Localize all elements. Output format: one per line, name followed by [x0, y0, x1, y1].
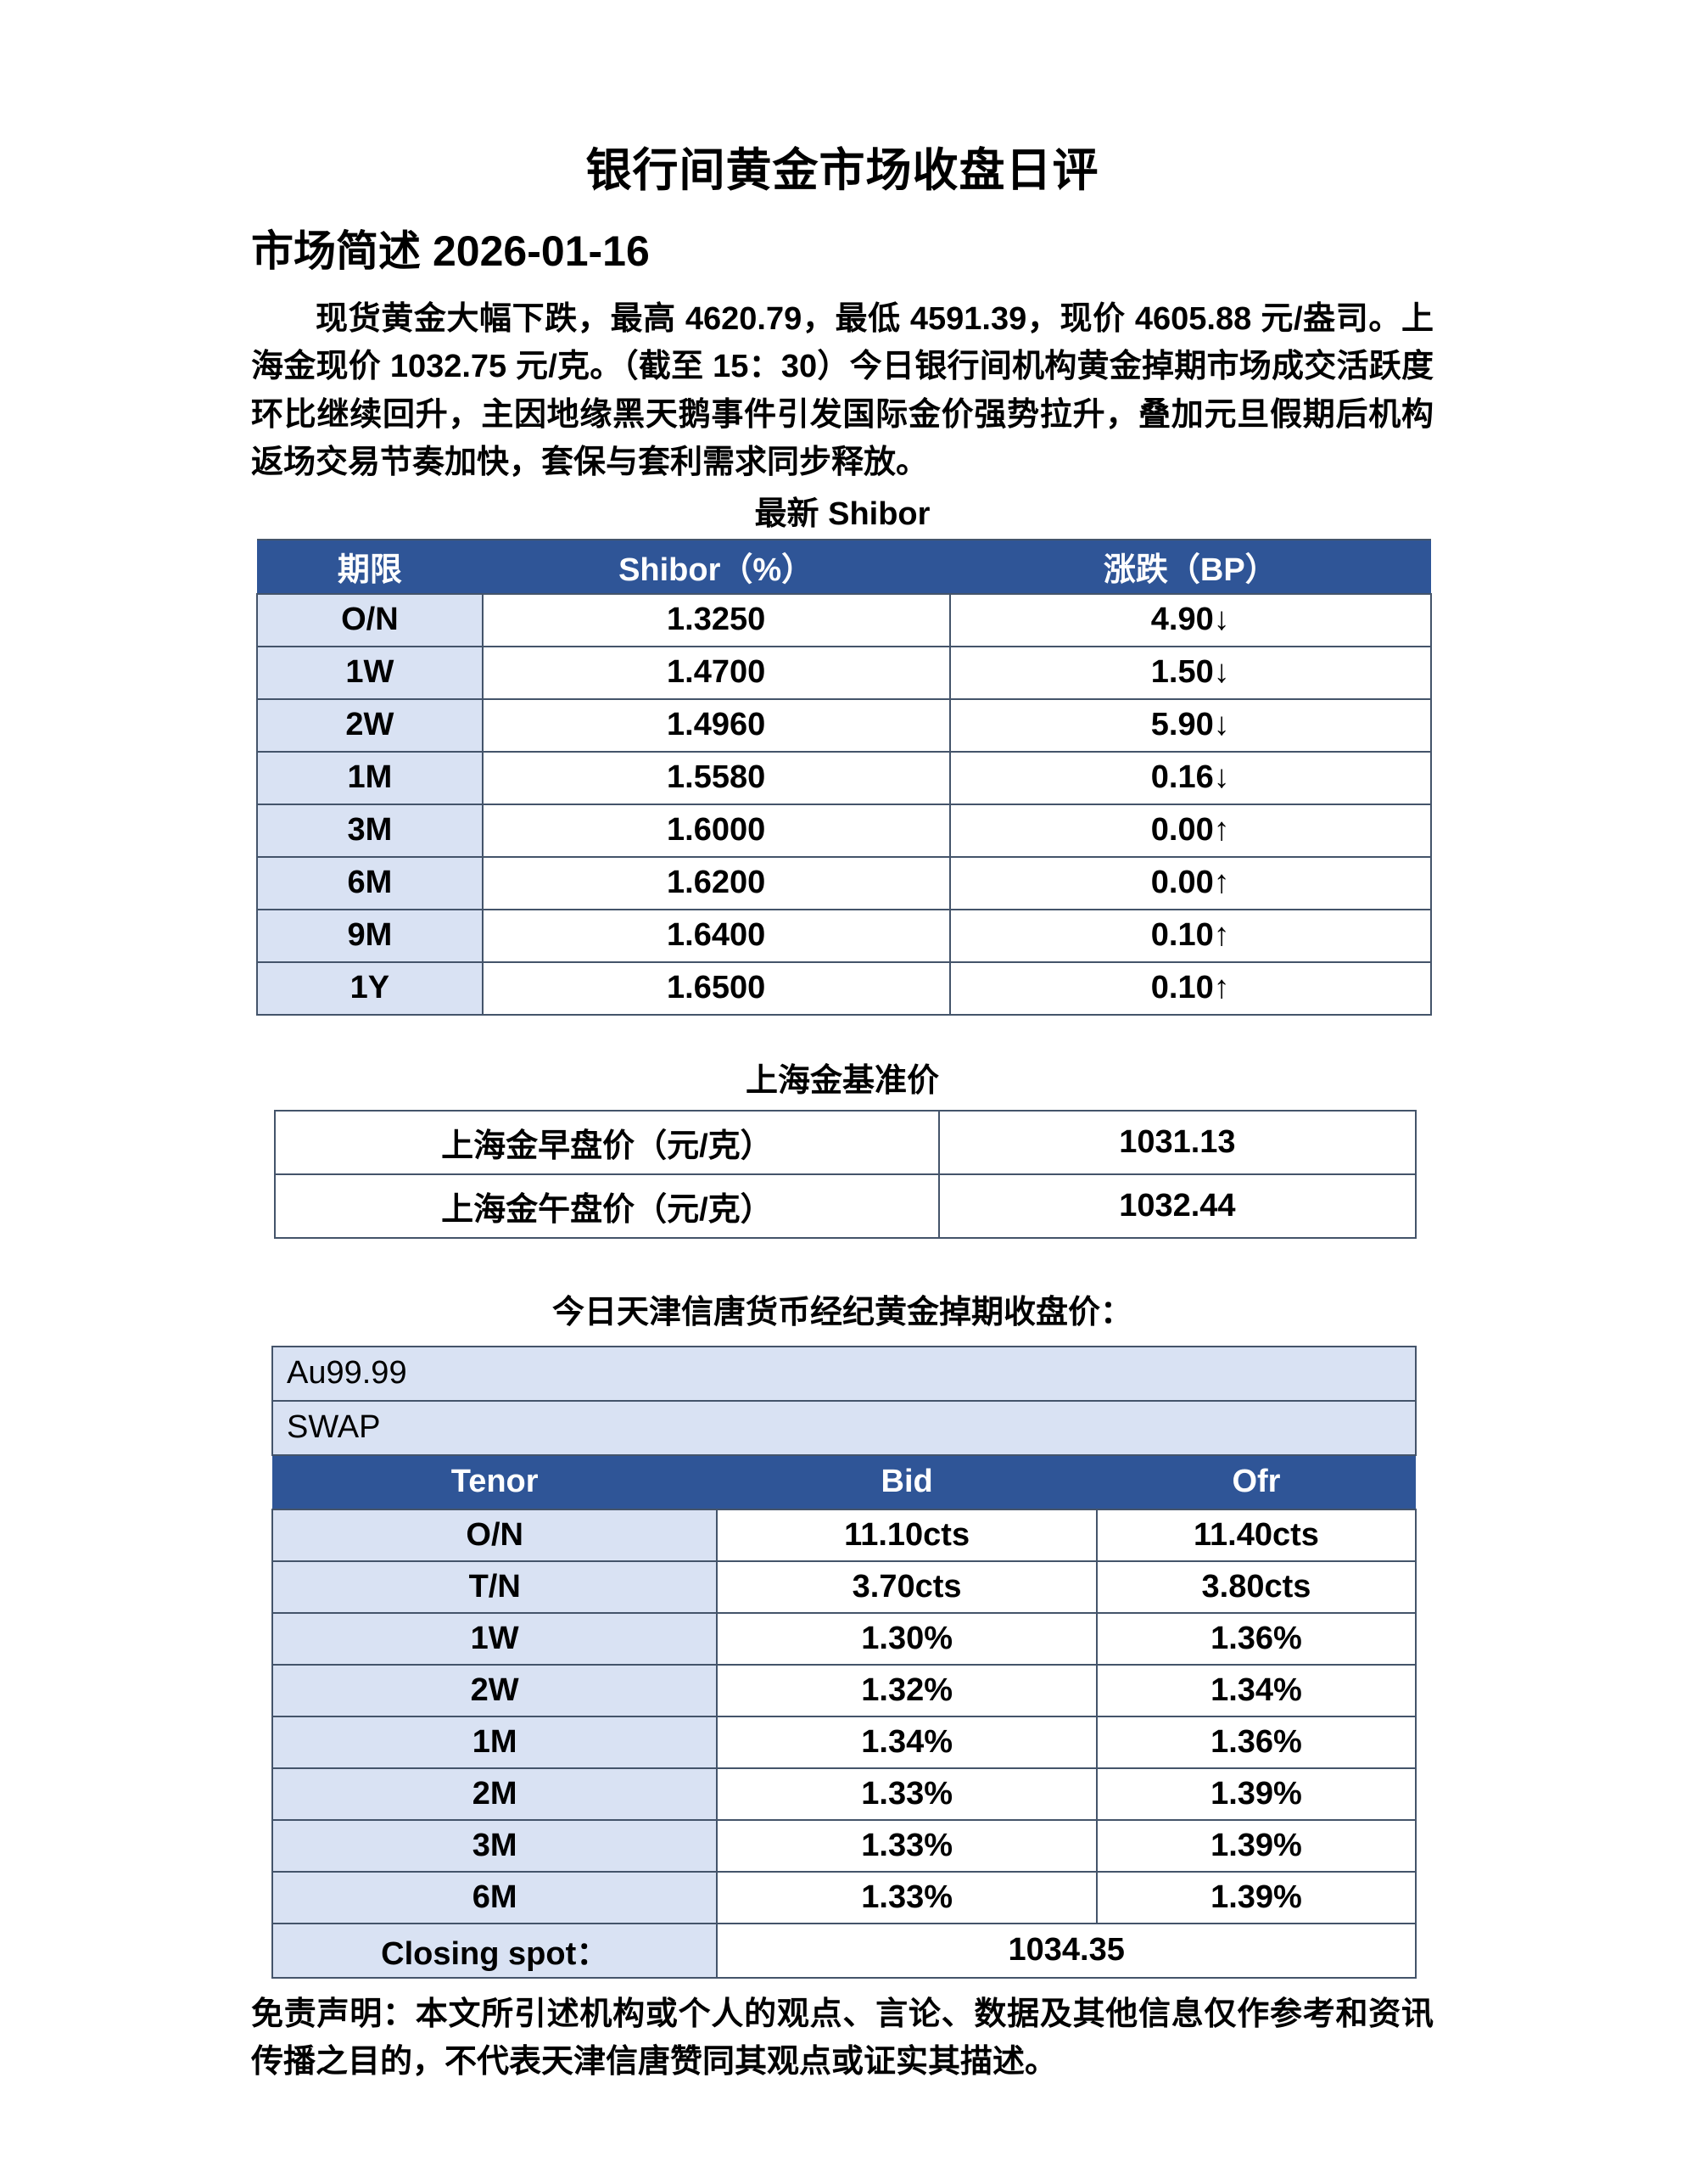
swap-row: 2M 1.33% 1.39%: [271, 1767, 1417, 1821]
shibor-row: 3M 1.6000 0.00↑: [256, 803, 1433, 858]
swap-bid-cell: 3.70cts: [716, 1560, 1098, 1614]
shibor-col-tenor: 期限: [257, 538, 483, 595]
section-date: 2026-01-16: [433, 227, 650, 276]
swap-tenor-cell: O/N: [271, 1508, 718, 1562]
shibor-rate-cell: 1.3250: [481, 592, 951, 647]
disclaimer-text: 免责声明：本文所引述机构或个人的观点、言论、数据及其他信息仅作参考和资讯传播之目…: [251, 1996, 1434, 2080]
swap-row: O/N 11.10cts 11.40cts: [271, 1508, 1417, 1562]
shibor-row: 9M 1.6400 0.10↑: [256, 908, 1433, 963]
shibor-change-cell: 1.50↓: [948, 645, 1433, 700]
swap-ofr-cell: 1.36%: [1095, 1611, 1417, 1666]
swap-bid-cell: 11.10cts: [716, 1508, 1098, 1562]
market-summary-paragraph: 现货黄金大幅下跌，最高 4620.79，最低 4591.39，现价 4605.8…: [251, 301, 1434, 480]
shanghai-gold-row: 上海金午盘价（元/克） 1032.44: [274, 1173, 1417, 1240]
shibor-rate-cell: 1.5580: [481, 750, 951, 805]
swap-row: 3M 1.33% 1.39%: [271, 1818, 1417, 1873]
shibor-change-cell: 0.00↑: [948, 855, 1433, 910]
swap-col-ofr: Ofr: [1096, 1453, 1416, 1510]
shanghai-gold-label-cell: 上海金午盘价（元/克）: [274, 1173, 940, 1240]
shibor-header-row: 期限 Shibor（%） 涨跌（BP）: [257, 538, 1431, 595]
shibor-tenor-cell: 6M: [256, 855, 484, 910]
section-title: 市场简述: [251, 227, 421, 276]
swap-row: T/N 3.70cts 3.80cts: [271, 1560, 1417, 1614]
page-title: 银行间黄金市场收盘日评: [585, 145, 1099, 196]
shibor-tenor-cell: 1W: [256, 645, 484, 700]
swap-bid-cell: 1.32%: [716, 1663, 1098, 1717]
swap-row: 1W 1.30% 1.36%: [271, 1611, 1417, 1666]
swap-bid-cell: 1.33%: [716, 1767, 1098, 1821]
shibor-row: 1W 1.4700 1.50↓: [256, 645, 1433, 700]
shibor-rate-cell: 1.6500: [481, 960, 951, 1016]
swap-col-tenor: Tenor: [272, 1453, 718, 1510]
swap-row: 1M 1.34% 1.36%: [271, 1715, 1417, 1769]
shibor-tenor-cell: 1M: [256, 750, 484, 805]
swap-tenor-cell: 3M: [271, 1818, 718, 1873]
swap-bid-cell: 1.33%: [716, 1818, 1098, 1873]
section-heading: 市场简述 2026-01-16: [251, 226, 1434, 277]
shibor-change-cell: 5.90↓: [948, 697, 1433, 753]
swap-closing-label-cell: Closing spot：: [271, 1922, 718, 1979]
shibor-rate-cell: 1.6000: [481, 803, 951, 858]
shibor-row: 6M 1.6200 0.00↑: [256, 855, 1433, 910]
shibor-row: 2W 1.4960 5.90↓: [256, 697, 1433, 753]
swap-tenor-cell: 6M: [271, 1870, 718, 1924]
swap-type-row: SWAP: [271, 1399, 1417, 1456]
swap-ofr-cell: 1.36%: [1095, 1715, 1417, 1769]
swap-product-label: Au99.99: [271, 1345, 1417, 1402]
swap-tenor-cell: 1M: [271, 1715, 718, 1769]
shibor-row: 1Y 1.6500 0.10↑: [256, 960, 1433, 1016]
shibor-change-cell: 0.00↑: [948, 803, 1433, 858]
shibor-rate-cell: 1.6200: [481, 855, 951, 910]
shanghai-gold-row: 上海金早盘价（元/克） 1031.13: [274, 1110, 1417, 1176]
swap-tenor-cell: 2W: [271, 1663, 718, 1717]
swap-ofr-cell: 3.80cts: [1095, 1560, 1417, 1614]
swap-tenor-cell: 1W: [271, 1611, 718, 1666]
shanghai-gold-value-cell: 1032.44: [937, 1173, 1417, 1240]
shibor-rate-cell: 1.6400: [481, 908, 951, 963]
shanghai-gold-label-cell: 上海金早盘价（元/克）: [274, 1110, 940, 1176]
shibor-row: 1M 1.5580 0.16↓: [256, 750, 1433, 805]
swap-product-row: Au99.99: [271, 1345, 1417, 1402]
shibor-tenor-cell: O/N: [256, 592, 484, 647]
shibor-table: 期限 Shibor（%） 涨跌（BP） O/N 1.3250 4.90↓ 1W …: [256, 538, 1433, 1016]
swap-bid-cell: 1.33%: [716, 1870, 1098, 1924]
swap-closing-row: Closing spot： 1034.35: [271, 1922, 1417, 1979]
shibor-tenor-cell: 1Y: [256, 960, 484, 1016]
swap-col-bid: Bid: [717, 1453, 1097, 1510]
shibor-change-cell: 0.16↓: [948, 750, 1433, 805]
shibor-tenor-cell: 3M: [256, 803, 484, 858]
shibor-change-cell: 4.90↓: [948, 592, 1433, 647]
shibor-row: O/N 1.3250 4.90↓: [256, 592, 1433, 647]
shibor-rate-cell: 1.4960: [481, 697, 951, 753]
swap-ofr-cell: 1.39%: [1095, 1870, 1417, 1924]
swap-ofr-cell: 1.34%: [1095, 1663, 1417, 1717]
swap-tenor-cell: T/N: [271, 1560, 718, 1614]
swap-row: 2W 1.32% 1.34%: [271, 1663, 1417, 1717]
swap-header-row: Tenor Bid Ofr: [272, 1453, 1416, 1510]
swap-ofr-cell: 1.39%: [1095, 1767, 1417, 1821]
shanghai-gold-table: 上海金早盘价（元/克） 1031.13 上海金午盘价（元/克） 1032.44: [274, 1110, 1417, 1240]
swap-closing-value-cell: 1034.35: [716, 1922, 1417, 1979]
shibor-change-cell: 0.10↑: [948, 908, 1433, 963]
swap-bid-cell: 1.34%: [716, 1715, 1098, 1769]
swap-table-title: 今日天津信唐货币经纪黄金掉期收盘价：: [551, 1295, 1132, 1331]
shibor-rate-cell: 1.4700: [481, 645, 951, 700]
swap-ofr-cell: 11.40cts: [1095, 1508, 1417, 1562]
swap-ofr-cell: 1.39%: [1095, 1818, 1417, 1873]
swap-bid-cell: 1.30%: [716, 1611, 1098, 1666]
swap-tenor-cell: 2M: [271, 1767, 718, 1821]
shibor-table-title: 最新 Shibor: [754, 496, 931, 533]
swap-row: 6M 1.33% 1.39%: [271, 1870, 1417, 1924]
shibor-col-rate: Shibor（%）: [482, 538, 950, 595]
gold-swap-table: Au99.99 SWAP Tenor Bid Ofr O/N 11.10cts …: [271, 1345, 1417, 1979]
swap-type-label: SWAP: [271, 1399, 1417, 1456]
shanghai-gold-title: 上海金基准价: [745, 1062, 939, 1099]
shibor-col-change: 涨跌（BP）: [949, 538, 1431, 595]
shibor-tenor-cell: 9M: [256, 908, 484, 963]
shanghai-gold-value-cell: 1031.13: [937, 1110, 1417, 1176]
shibor-tenor-cell: 2W: [256, 697, 484, 753]
shibor-change-cell: 0.10↑: [948, 960, 1433, 1016]
